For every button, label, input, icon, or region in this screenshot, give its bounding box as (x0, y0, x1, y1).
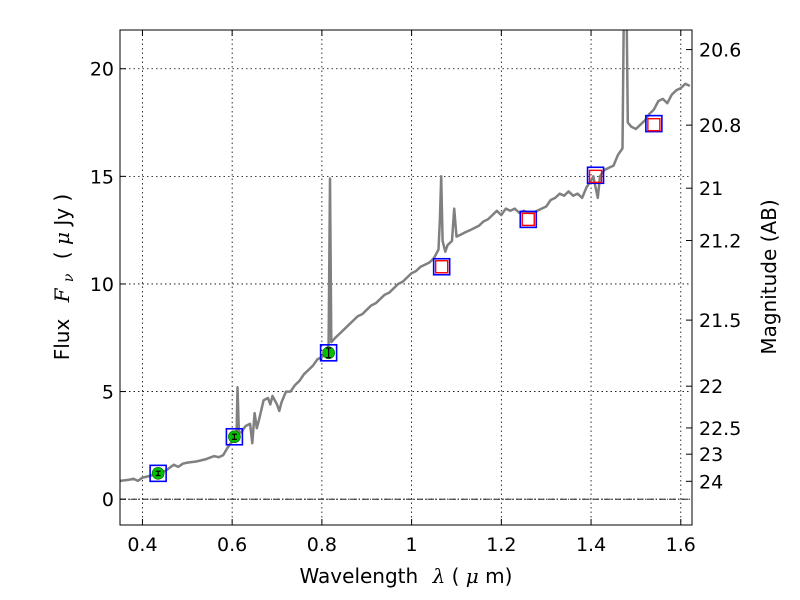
x-axis-title-unit-open: ( (452, 564, 460, 588)
x-tick-label: 1.4 (576, 534, 606, 556)
y-tick-label: 5 (102, 382, 114, 404)
observed-band-square (519, 210, 538, 229)
y2-tick-label: 20.8 (699, 115, 741, 137)
y2-axis-title: Magnitude (AB) (757, 199, 781, 354)
x-axis-title-unit-mu: μ (466, 564, 479, 588)
y2-tick-label: 21.2 (699, 230, 741, 252)
y-axis-title-unit-open: ( (50, 245, 74, 259)
x-tick-label: 0.4 (127, 534, 157, 556)
spectrum-line (120, 30, 691, 483)
observed-band-square (149, 464, 167, 483)
x-axis-ticks: 0.4 0.6 0.8 1 1.2 1.4 1.6 (127, 30, 696, 556)
plot-content (120, 30, 691, 483)
x-tick-label: 1.6 (666, 534, 696, 556)
y2-tick-label: 22 (699, 376, 723, 398)
model-photometry-square (588, 169, 603, 184)
observed-band-square (225, 427, 244, 446)
x-tick-label: 0.6 (217, 534, 247, 556)
y2-tick-label: 20.6 (699, 40, 741, 62)
y2-axis-ticks: 24 23 22.5 22 21.5 21.2 21 20.8 20.6 (686, 40, 741, 493)
observed-band-square (319, 344, 338, 362)
model-photometry-square (521, 212, 535, 227)
plot-frame (119, 29, 693, 526)
x-tick-label: 1 (406, 534, 418, 556)
y-tick-label: 10 (90, 274, 114, 296)
y-axis-title-unit-close: Jy ) (50, 194, 74, 228)
y-axis-title-unit-mu: μ (50, 232, 74, 245)
y-tick-label: 20 (90, 59, 114, 81)
observed-band-square (586, 166, 605, 185)
y-axis-title-text: Flux (50, 319, 74, 361)
y-tick-label: 0 (102, 489, 114, 511)
y-axis-title-symbol: F (50, 287, 74, 303)
y2-tick-label: 22.5 (699, 418, 741, 440)
marker-layer (149, 114, 663, 483)
y-axis-title: Flux F ν ( μ Jy ) (50, 194, 78, 361)
observed-band-square (432, 257, 451, 276)
y2-tick-label: 21 (699, 178, 723, 200)
model-photometry-square (434, 260, 449, 274)
x-tick-label: 1.2 (486, 534, 516, 556)
x-tick-label: 0.8 (307, 534, 337, 556)
grid (120, 30, 692, 525)
x-axis-title-text: Wavelength (300, 564, 419, 588)
y-tick-label: 15 (90, 166, 114, 188)
x-axis-title: Wavelength λ ( μ m) (300, 564, 513, 588)
x-axis-title-symbol: λ (432, 564, 446, 588)
y2-tick-label: 23 (699, 444, 723, 466)
y-axis-title-subscript: ν (61, 273, 77, 282)
y2-tick-label: 21.5 (699, 310, 741, 332)
x-axis-title-unit-close: m) (485, 564, 512, 588)
y2-tick-label: 24 (699, 471, 723, 493)
observed-band-square (645, 114, 663, 133)
y-axis-ticks: 0 5 10 15 20 (90, 59, 126, 511)
model-photometry-square (647, 117, 661, 132)
